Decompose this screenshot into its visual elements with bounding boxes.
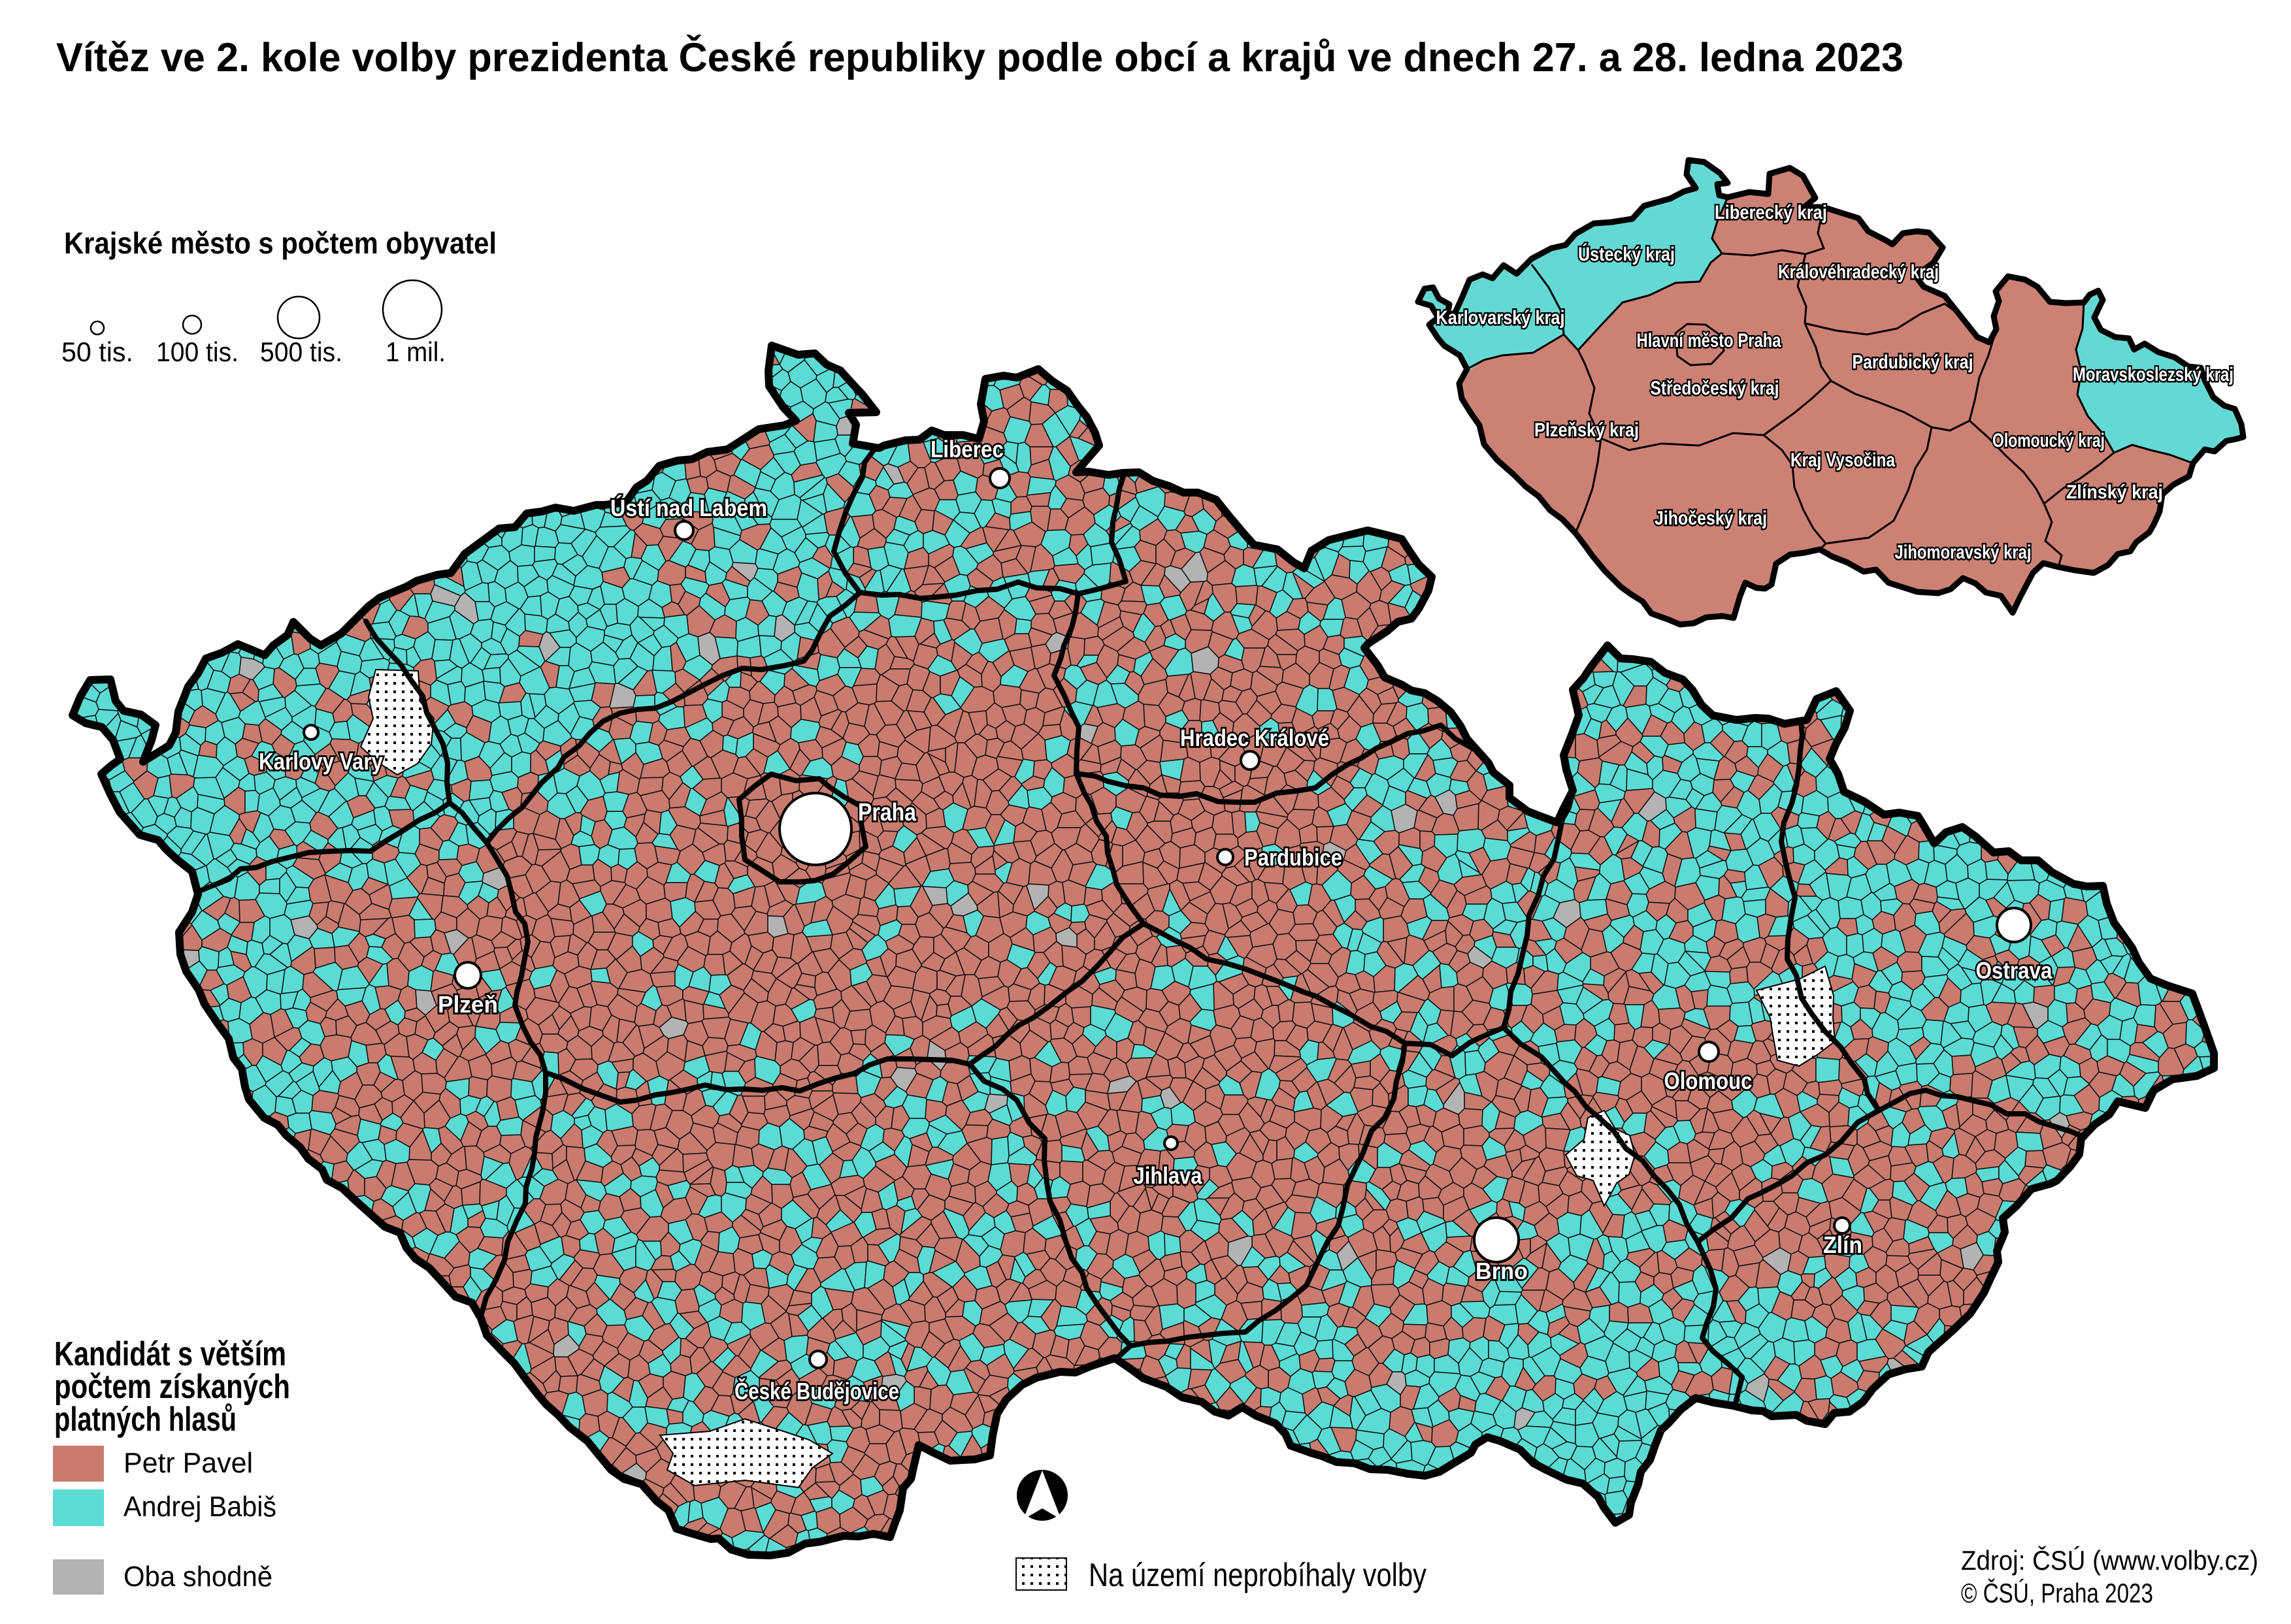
svg-text:České Budějovice: České Budějovice — [734, 1377, 899, 1405]
svg-text:500 tis.: 500 tis. — [260, 336, 342, 367]
svg-text:Olomouc: Olomouc — [1664, 1067, 1753, 1094]
svg-text:Karlovy Vary: Karlovy Vary — [259, 748, 383, 775]
svg-text:Kandidát s větším: Kandidát s větším — [54, 1335, 286, 1373]
svg-text:Kraj Vysočina: Kraj Vysočina — [1790, 449, 1895, 471]
svg-text:Ústecký kraj: Ústecký kraj — [1578, 243, 1675, 265]
svg-text:Ústí nad Labem: Ústí nad Labem — [610, 494, 767, 521]
svg-text:Hradec Králové: Hradec Králové — [1180, 724, 1329, 751]
svg-text:Jihočeský kraj: Jihočeský kraj — [1655, 508, 1767, 529]
svg-text:Oba shodně: Oba shodně — [124, 1561, 272, 1593]
svg-text:Karlovarský kraj: Karlovarský kraj — [1436, 307, 1565, 329]
svg-text:Pardubice: Pardubice — [1244, 844, 1342, 871]
svg-text:Na území neprobíhaly volby: Na území neprobíhaly volby — [1089, 1557, 1426, 1593]
svg-text:Ostrava: Ostrava — [1976, 957, 2053, 984]
svg-text:Zdroj: ČSÚ (www.volby.cz): Zdroj: ČSÚ (www.volby.cz) — [1961, 1545, 2258, 1576]
svg-text:platných hlasů: platných hlasů — [54, 1401, 237, 1438]
svg-text:Liberecký kraj: Liberecký kraj — [1715, 202, 1827, 223]
svg-text:počtem získaných: počtem získaných — [54, 1368, 290, 1406]
svg-text:© ČSÚ, Praha 2023: © ČSÚ, Praha 2023 — [1961, 1578, 2153, 1608]
svg-text:Plzeň: Plzeň — [438, 991, 498, 1018]
svg-text:100 tis.: 100 tis. — [156, 336, 239, 367]
svg-text:Zlínský kraj: Zlínský kraj — [2066, 481, 2163, 503]
svg-text:Vítěz ve 2. kole volby prezide: Vítěz ve 2. kole volby prezidenta České … — [56, 35, 1904, 80]
svg-text:Jihomoravský kraj: Jihomoravský kraj — [1895, 542, 2032, 563]
svg-text:Plzeňský kraj: Plzeňský kraj — [1534, 419, 1639, 441]
svg-text:Krajské město s počtem obyvate: Krajské město s počtem obyvatel — [64, 226, 497, 260]
svg-text:Moravskoslezský kraj: Moravskoslezský kraj — [2073, 364, 2233, 385]
svg-text:Zlín: Zlín — [1823, 1231, 1862, 1258]
svg-text:Hlavní město Praha: Hlavní město Praha — [1637, 330, 1781, 351]
svg-text:50 tis.: 50 tis. — [61, 336, 133, 367]
svg-text:1 mil.: 1 mil. — [386, 336, 446, 367]
svg-text:Andrej Babiš: Andrej Babiš — [124, 1491, 276, 1523]
svg-text:Královéhradecký kraj: Královéhradecký kraj — [1778, 261, 1939, 283]
svg-text:Praha: Praha — [858, 799, 917, 826]
svg-text:Středočeský kraj: Středočeský kraj — [1651, 378, 1779, 399]
svg-text:Olomoucký kraj: Olomoucký kraj — [1992, 430, 2105, 451]
svg-text:Petr Pavel: Petr Pavel — [124, 1447, 253, 1479]
svg-text:Liberec: Liberec — [931, 436, 1004, 463]
svg-text:Brno: Brno — [1475, 1258, 1528, 1284]
svg-text:Jihlava: Jihlava — [1134, 1162, 1203, 1189]
svg-text:Pardubický kraj: Pardubický kraj — [1853, 351, 1973, 373]
